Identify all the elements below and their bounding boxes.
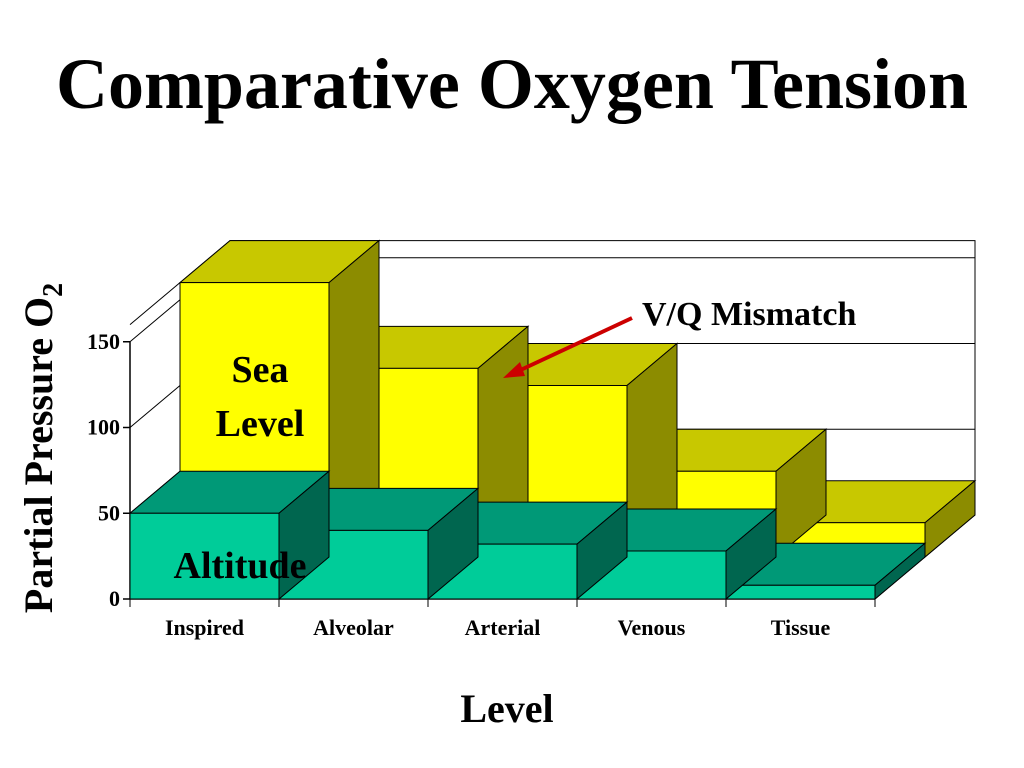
bar-altitude-tissue-front xyxy=(725,584,876,600)
annotation-label: V/Q Mismatch xyxy=(642,296,856,333)
y-tick-label: 100 xyxy=(87,415,120,440)
bar-altitude-inspired xyxy=(128,470,331,601)
bar-altitude-arterial xyxy=(426,501,629,601)
y-tick-labels: 0 50 100 150 xyxy=(87,329,120,611)
x-tick-label-venous: Venous xyxy=(618,615,686,640)
y-axis-label-group: Partial Pressure O2 xyxy=(16,283,69,613)
x-tick-label-inspired: Inspired xyxy=(165,615,244,640)
annotation-arrow xyxy=(511,316,633,376)
x-tick-labels: Inspired Alveolar Arterial Venous Tissue xyxy=(165,615,831,640)
y-axis-label-subscript: 2 xyxy=(38,283,69,297)
y-axis-label: Partial Pressure O2 xyxy=(16,283,69,613)
y-tick-label: 50 xyxy=(98,500,120,525)
y-tick-label: 0 xyxy=(109,586,120,611)
y-axis-label-main: Partial Pressure O xyxy=(16,297,61,613)
x-tick-label-alveolar: Alveolar xyxy=(313,615,394,640)
series-label-altitude: Altitude xyxy=(174,545,307,587)
x-tick-label-arterial: Arterial xyxy=(465,615,541,640)
y-tick-label: 150 xyxy=(87,329,120,354)
series-label-sea-level-line2: Level xyxy=(216,403,305,445)
bar-altitude-inspired-front xyxy=(129,512,280,600)
x-tick-label-tissue: Tissue xyxy=(771,615,831,640)
bars xyxy=(128,239,977,601)
chart-title: Comparative Oxygen Tension xyxy=(55,44,969,124)
annotation-arrowhead xyxy=(503,362,525,378)
series-label-sea-level: Sea xyxy=(232,349,289,391)
x-axis-label: Level xyxy=(460,686,553,731)
